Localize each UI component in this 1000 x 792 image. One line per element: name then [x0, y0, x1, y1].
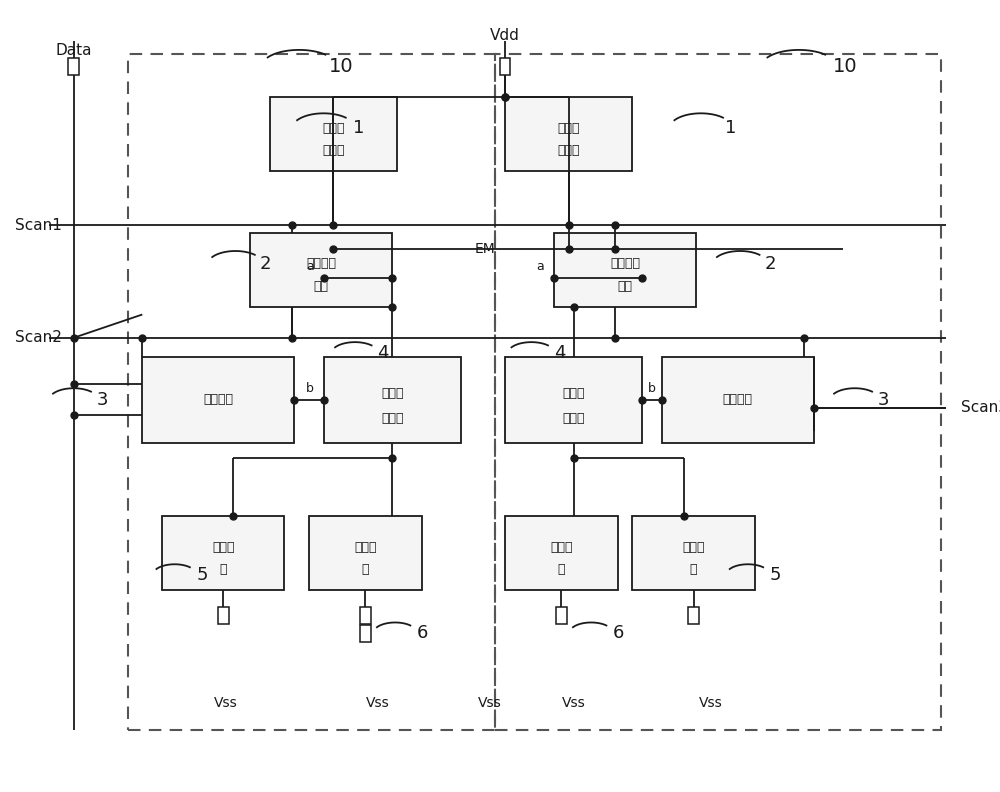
- Text: 6: 6: [417, 624, 428, 642]
- Text: b: b: [306, 383, 314, 395]
- Text: Vss: Vss: [699, 695, 723, 710]
- Text: 写入模块: 写入模块: [723, 394, 753, 406]
- Text: Vss: Vss: [214, 695, 237, 710]
- Text: 制模块: 制模块: [322, 144, 345, 157]
- Bar: [142, 357, 294, 443]
- Bar: [309, 516, 422, 590]
- Text: 模块: 模块: [314, 280, 329, 292]
- Text: 块: 块: [219, 563, 227, 576]
- Text: a: a: [306, 260, 314, 273]
- Text: Vdd: Vdd: [490, 28, 520, 43]
- Bar: [218, 607, 229, 624]
- Bar: [270, 97, 397, 171]
- Text: Scan2: Scan2: [15, 330, 62, 345]
- Text: b: b: [648, 383, 656, 395]
- Text: 块: 块: [690, 563, 697, 576]
- Text: 制模块: 制模块: [557, 144, 580, 157]
- Text: 4: 4: [554, 345, 565, 362]
- Bar: [128, 55, 495, 729]
- Bar: [688, 607, 699, 624]
- Text: 1: 1: [353, 120, 364, 137]
- Bar: [360, 607, 371, 624]
- Text: 6: 6: [613, 624, 624, 642]
- Text: 发光器: 发光器: [550, 541, 572, 554]
- Text: 件: 件: [362, 563, 369, 576]
- Bar: [554, 233, 696, 307]
- Text: 节点重置: 节点重置: [306, 257, 336, 271]
- Text: EM: EM: [474, 242, 495, 256]
- Text: a: a: [536, 260, 544, 273]
- Text: Scan1: Scan1: [15, 218, 62, 233]
- Bar: [505, 516, 618, 590]
- Text: 3: 3: [877, 391, 889, 409]
- Text: 3: 3: [96, 391, 108, 409]
- Text: 件: 件: [558, 563, 565, 576]
- Bar: [324, 357, 461, 443]
- Text: Vss: Vss: [562, 695, 585, 710]
- Text: 发光控: 发光控: [557, 122, 580, 135]
- Text: 1: 1: [725, 120, 737, 137]
- Text: 驱动控: 驱动控: [381, 386, 403, 399]
- Text: Data: Data: [55, 43, 92, 58]
- Bar: [500, 59, 510, 75]
- Text: 发光器: 发光器: [354, 541, 376, 554]
- Text: Vss: Vss: [366, 695, 389, 710]
- Text: 5: 5: [196, 565, 208, 584]
- Text: 制模块: 制模块: [381, 412, 403, 425]
- Text: 发光控: 发光控: [322, 122, 345, 135]
- Text: 10: 10: [328, 57, 353, 75]
- Text: 2: 2: [765, 255, 776, 273]
- Bar: [360, 625, 371, 642]
- Text: 5: 5: [770, 565, 781, 584]
- Text: 模块: 模块: [617, 280, 632, 292]
- Bar: [495, 55, 941, 729]
- Text: 稳压模: 稳压模: [682, 541, 705, 554]
- Text: 节点重置: 节点重置: [610, 257, 640, 271]
- Text: 驱动控: 驱动控: [562, 386, 585, 399]
- Bar: [162, 516, 284, 590]
- Bar: [505, 357, 642, 443]
- Text: 制模块: 制模块: [562, 412, 585, 425]
- Text: 4: 4: [378, 345, 389, 362]
- Text: Scan3: Scan3: [961, 400, 1000, 415]
- Text: 稳压模: 稳压模: [212, 541, 234, 554]
- Bar: [556, 607, 567, 624]
- Text: 2: 2: [260, 255, 271, 273]
- Text: 10: 10: [833, 57, 858, 75]
- Bar: [68, 59, 79, 75]
- Bar: [250, 233, 392, 307]
- Bar: [662, 357, 814, 443]
- Bar: [505, 97, 632, 171]
- Text: 写入模块: 写入模块: [203, 394, 233, 406]
- Bar: [632, 516, 755, 590]
- Text: Vss: Vss: [478, 695, 502, 710]
